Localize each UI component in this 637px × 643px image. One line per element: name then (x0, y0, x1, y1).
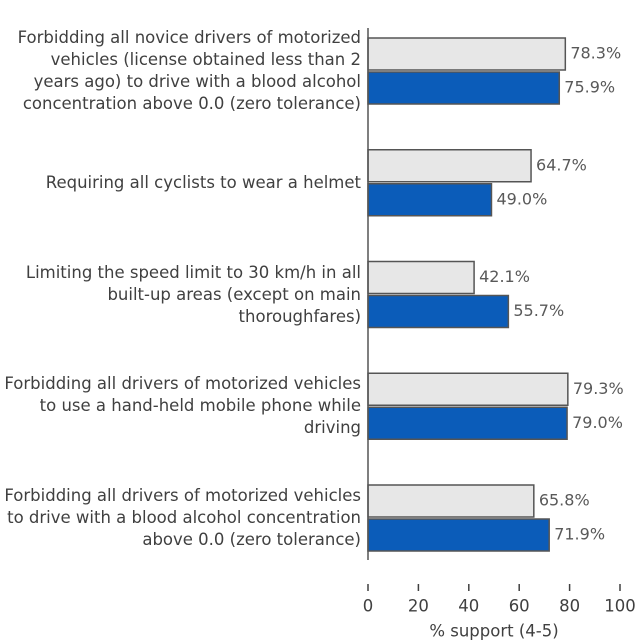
category-label: Forbidding all drivers of motorized vehi… (4, 486, 361, 549)
value-label: 55.7% (513, 301, 564, 320)
x-tick-label: 100 (604, 597, 636, 616)
x-axis-title: % support (4-5) (429, 622, 558, 641)
x-tick-label: 20 (408, 597, 429, 616)
bar (367, 294, 510, 329)
x-tick-label: 0 (363, 597, 374, 616)
value-label: 79.3% (573, 379, 624, 398)
value-label: 75.9% (564, 78, 615, 97)
x-tick-label: 80 (559, 597, 580, 616)
bar (367, 37, 567, 71)
value-label: 42.1% (479, 267, 530, 286)
value-label: 78.3% (570, 44, 621, 63)
category-label: Requiring all cyclists to wear a helmet (45, 172, 361, 192)
bar (367, 372, 569, 406)
x-tick-label: 40 (458, 597, 479, 616)
bar (367, 406, 568, 440)
bar (367, 518, 550, 552)
bar (367, 484, 535, 518)
value-label: 64.7% (536, 155, 587, 174)
category-label: Limiting the speed limit to 30 km/h in a… (25, 262, 361, 326)
bar (367, 260, 475, 295)
bar (367, 149, 532, 183)
bar (367, 71, 561, 105)
category-label: Forbidding all novice drivers of motoriz… (17, 28, 361, 113)
category-label: Forbidding all drivers of motorized vehi… (4, 374, 361, 438)
value-label: 79.0% (572, 413, 623, 432)
value-label: 65.8% (539, 491, 590, 510)
value-label: 49.0% (496, 189, 547, 208)
x-tick-label: 60 (509, 597, 530, 616)
value-label: 71.9% (554, 525, 605, 544)
bar (367, 183, 493, 217)
